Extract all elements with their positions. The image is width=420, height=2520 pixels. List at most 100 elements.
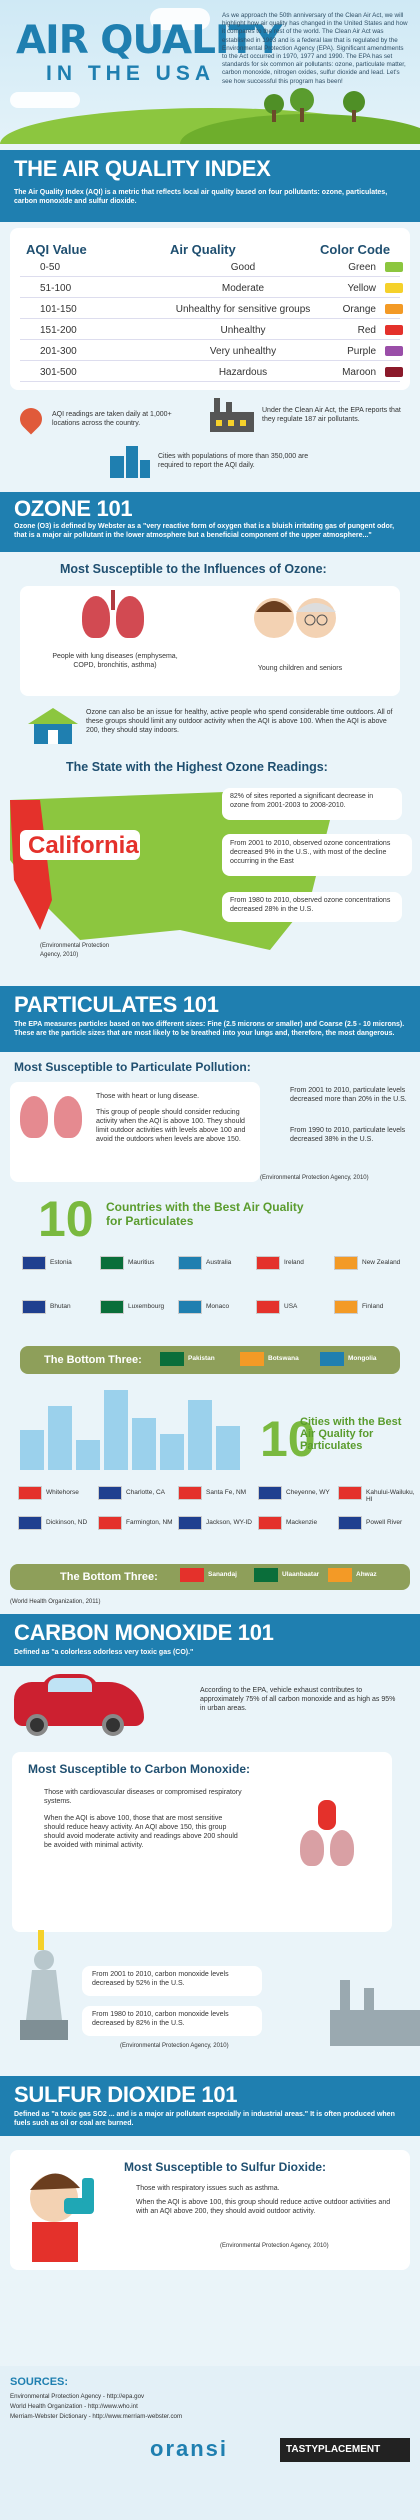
building [20, 1430, 44, 1470]
stat-box: From 1980 to 2010, observed ozone concen… [222, 892, 402, 922]
state-name: California [28, 832, 139, 859]
city-item: Powell River [338, 1516, 416, 1534]
aqi-table: AQI Value Air Quality Color Code [10, 228, 410, 390]
bottom-city: Ahwaz [328, 1568, 400, 1586]
source-line[interactable]: World Health Organization - http://www.w… [10, 2403, 138, 2410]
co-description: Defined as "a colorless odorless very to… [14, 1649, 194, 1656]
bullet-text: This group of people should consider red… [96, 1109, 246, 1143]
source-note: (Environmental Protection Agency, 2010) [220, 2243, 329, 2249]
source-note: (Environmental Protection Agency, 2010) [40, 943, 110, 958]
aqi-row: 151-200 Unhealthy Red [20, 321, 403, 340]
trees-icon [264, 88, 365, 122]
city-item: Santa Fe, NM [178, 1486, 256, 1504]
co-card [12, 1752, 392, 1932]
ten-cities-title: Cities with the Best Air Quality for Par… [300, 1416, 402, 1452]
brand-logo-box[interactable]: TASTYPLACEMENT [280, 2438, 410, 2462]
city-item: Charlotte, CA [98, 1486, 176, 1504]
aqi-color-name: Maroon [342, 367, 376, 378]
city-name: Jackson, WY-ID [206, 1519, 252, 1526]
color-swatch [385, 262, 403, 272]
country-name: Luxembourg [128, 1303, 165, 1310]
aqi-description: The Air Quality Index (AQI) is a metric … [14, 189, 388, 205]
color-swatch [385, 283, 403, 293]
flag-icon [256, 1256, 280, 1270]
aqi-color-name: Purple [347, 346, 376, 357]
intro-text: As we approach the 50th anniversary of t… [222, 12, 408, 85]
city-name: Dickinson, ND [46, 1519, 88, 1526]
building [188, 1400, 212, 1470]
brand-logo[interactable]: oransi [150, 2436, 229, 2461]
flag-icon [22, 1300, 46, 1314]
city-item: Cheyenne, WY [258, 1486, 336, 1504]
header: AIR QUALITY IN THE USA As we approach th… [0, 0, 420, 144]
building [104, 1390, 128, 1470]
country-item: Finland [334, 1300, 410, 1318]
aqi-color-name: Red [357, 325, 376, 336]
building [160, 1434, 184, 1470]
country-name: Ireland [284, 1259, 304, 1266]
ozone-band: OZONE 101 Ozone (O3) is defined by Webst… [0, 492, 420, 552]
city-name: Santa Fe, NM [206, 1489, 247, 1496]
aqi-row: 201-300 Very unhealthy Purple [20, 342, 403, 361]
aqi-value: 301-500 [40, 367, 77, 378]
country-item: Bhutan [22, 1300, 98, 1318]
aqi-quality: Unhealthy [220, 325, 266, 336]
building [132, 1418, 156, 1470]
city-item: Jackson, WY-ID [178, 1516, 256, 1534]
bottom-country: Mongolia [320, 1352, 396, 1370]
flag-icon [178, 1486, 202, 1500]
aqi-color-name: Green [348, 262, 376, 273]
building [76, 1440, 100, 1470]
source-line[interactable]: Merriam-Webster Dictionary - http://www.… [10, 2413, 183, 2420]
country-name: Botswana [268, 1355, 299, 1362]
country-name: Mauritius [128, 1259, 155, 1266]
house-icon [28, 708, 78, 744]
source-note: (Environmental Protection Agency, 2010) [120, 2043, 229, 2049]
cloud-icon [10, 92, 80, 108]
aqi-color-name: Yellow [347, 283, 376, 294]
flag-icon [328, 1568, 352, 1582]
country-name: Mongolia [348, 1355, 377, 1362]
country-item: Luxembourg [100, 1300, 176, 1318]
city-name: Sanandaj [208, 1571, 237, 1578]
color-swatch [385, 304, 403, 314]
co-section-title: CARBON MONOXIDE 101 [14, 1620, 274, 1645]
bullet-text: When the AQI is above 100, this group sh… [136, 2199, 391, 2215]
stat-box: From 2001 to 2010, carbon monoxide level… [82, 1966, 262, 1996]
map-pin-icon [15, 403, 47, 435]
city-item: Farmington, NM [98, 1516, 176, 1534]
bottom-country: Botswana [240, 1352, 316, 1370]
flag-icon [18, 1516, 42, 1530]
bottom-city: Ulaanbaatar [254, 1568, 326, 1586]
wheel-icon [102, 1714, 124, 1736]
country-item: New Zealand [334, 1256, 410, 1274]
col-header: AQI Value [26, 242, 87, 257]
ten-cities-number: 10 [260, 1411, 316, 1467]
city-name: Farmington, NM [126, 1519, 173, 1526]
so2-section-title: SULFUR DIOXIDE 101 [14, 2082, 238, 2107]
flag-icon [178, 1256, 202, 1270]
country-name: Monaco [206, 1303, 230, 1310]
aqi-quality: Good [230, 262, 256, 273]
aqi-band: THE AIR QUALITY INDEX The Air Quality In… [0, 150, 420, 222]
state-label-box [20, 830, 140, 860]
aqi-value: 201-300 [40, 346, 77, 357]
bullet-text: Those with heart or lung disease. [96, 1093, 200, 1100]
aqi-quality: Very unhealthy [209, 346, 277, 357]
source-note: (Environmental Protection Agency, 2010) [260, 1175, 369, 1181]
particulates-card [10, 1082, 260, 1182]
col-header: Air Quality [170, 242, 236, 257]
flag-icon [100, 1256, 124, 1270]
ten-countries-number: 10 [38, 1191, 94, 1247]
building [216, 1426, 240, 1470]
aqi-value: 151-200 [40, 325, 77, 336]
bottom-city: Sanandaj [180, 1568, 252, 1586]
aqi-value: 0-50 [40, 262, 61, 273]
source-line[interactable]: Environmental Protection Agency - http:/… [10, 2393, 145, 2400]
particulates-band: PARTICULATES 101 The EPA measures partic… [0, 986, 420, 1052]
page-subtitle: IN THE USA [46, 62, 216, 85]
ozone-groups-card [20, 586, 400, 696]
aqi-section-title: THE AIR QUALITY INDEX [14, 156, 271, 181]
city-name: Cheyenne, WY [286, 1489, 330, 1496]
